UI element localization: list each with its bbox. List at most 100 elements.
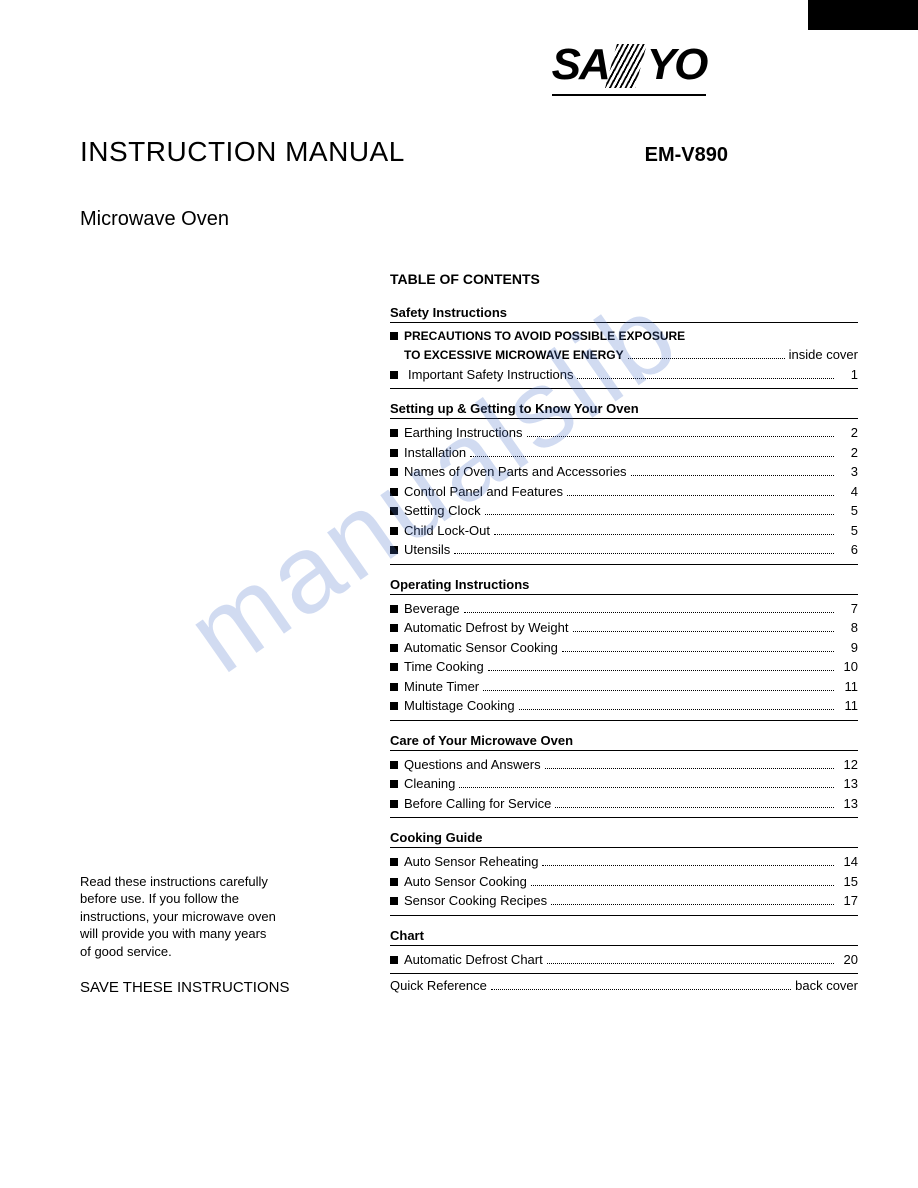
- toc-heading: TABLE OF CONTENTS: [390, 271, 858, 287]
- brand-text-2: YO: [647, 40, 707, 89]
- toc-entry-label: Beverage: [404, 599, 460, 619]
- leader-dots: [488, 670, 834, 671]
- toc-entry-page: 2: [838, 423, 858, 443]
- toc-entry: Control Panel and Features 4: [390, 482, 858, 502]
- toc-entry: Automatic Defrost Chart20: [390, 950, 858, 970]
- leader-dots: [491, 989, 791, 990]
- toc-entry: Time Cooking10: [390, 657, 858, 677]
- header-row: INSTRUCTION MANUAL EM-V890: [80, 136, 858, 168]
- toc-entry-page: 10: [838, 657, 858, 677]
- toc-entry-page: inside cover: [789, 345, 858, 365]
- toc-entry: Cleaning13: [390, 774, 858, 794]
- toc-entry: Before Calling for Service13: [390, 794, 858, 814]
- square-bullet-icon: [390, 956, 398, 964]
- toc-entry-label: Automatic Defrost by Weight: [404, 618, 569, 638]
- leader-dots: [551, 904, 834, 905]
- leader-dots: [573, 631, 835, 632]
- product-name: Microwave Oven: [80, 208, 858, 231]
- toc-column: TABLE OF CONTENTS Safety Instructions PRE…: [380, 251, 858, 996]
- toc-entry-label: Names of Oven Parts and Accessories: [404, 462, 627, 482]
- square-bullet-icon: [390, 488, 398, 496]
- leader-dots: [562, 651, 834, 652]
- toc-entry-label: Sensor Cooking Recipes: [404, 891, 547, 911]
- toc-entry-label: Utensils: [404, 540, 450, 560]
- toc-entry: Questions and Answers 12: [390, 755, 858, 775]
- toc-entry-label: PRECAUTIONS TO AVOID POSSIBLE EXPOSURE: [404, 327, 685, 345]
- square-bullet-icon: [390, 624, 398, 632]
- leader-dots: [567, 495, 834, 496]
- toc-entry-page: back cover: [795, 976, 858, 996]
- square-bullet-icon: [390, 897, 398, 905]
- leader-dots: [527, 436, 834, 437]
- toc-entry-page: 13: [838, 794, 858, 814]
- toc-entry-page: 12: [838, 755, 858, 775]
- leader-dots: [547, 963, 834, 964]
- toc-entry-label: Child Lock-Out: [404, 521, 490, 541]
- section-rule: [390, 562, 858, 565]
- leader-dots: [555, 807, 834, 808]
- section-rule: [390, 386, 858, 389]
- toc-entry: Auto Sensor Reheating 14: [390, 852, 858, 872]
- toc-entry: Beverage7: [390, 599, 858, 619]
- toc-entry-label: Installation: [404, 443, 466, 463]
- toc-entry-label: TO EXCESSIVE MICROWAVE ENERGY: [404, 346, 624, 364]
- toc-entry: Minute Timer11: [390, 677, 858, 697]
- toc-entry-page: 20: [838, 950, 858, 970]
- toc-section-heading: Setting up & Getting to Know Your Oven: [390, 401, 858, 419]
- leader-dots: [483, 690, 834, 691]
- toc-section-heading: Chart: [390, 928, 858, 946]
- toc-entry-page: 5: [838, 501, 858, 521]
- square-bullet-icon: [390, 702, 398, 710]
- toc-entry-page: 14: [838, 852, 858, 872]
- toc-entry-page: 1: [838, 365, 858, 385]
- leader-dots: [485, 514, 834, 515]
- model-number: EM-V890: [645, 144, 728, 167]
- toc-entry-label: Cleaning: [404, 774, 455, 794]
- leader-dots: [494, 534, 834, 535]
- leader-dots: [470, 456, 834, 457]
- toc-entry-page: 6: [838, 540, 858, 560]
- toc-entry-page: 3: [838, 462, 858, 482]
- toc-entry-label: Minute Timer: [404, 677, 479, 697]
- leader-dots: [531, 885, 834, 886]
- leader-dots: [542, 865, 834, 866]
- toc-entry-label: Questions and Answers: [404, 755, 541, 775]
- brand-text-1: SA: [552, 40, 609, 89]
- save-instructions: SAVE THESE INSTRUCTIONS: [80, 979, 380, 996]
- square-bullet-icon: [390, 663, 398, 671]
- square-bullet-icon: [390, 468, 398, 476]
- toc-entry-label: Auto Sensor Reheating: [404, 852, 538, 872]
- section-rule: [390, 815, 858, 818]
- toc-entry-page: 4: [838, 482, 858, 502]
- left-column: Read these instructions carefully before…: [80, 251, 380, 996]
- leader-dots: [519, 709, 834, 710]
- page: manualslib SAYO INSTRUCTION MANUAL EM-V8…: [0, 0, 918, 1036]
- toc-entry-label: Control Panel and Features: [404, 482, 563, 502]
- toc-entry: Multistage Cooking11: [390, 696, 858, 716]
- section-rule: [390, 971, 858, 974]
- square-bullet-icon: [390, 332, 398, 340]
- toc-entry-label: Automatic Sensor Cooking: [404, 638, 558, 658]
- toc-section-heading: Care of Your Microwave Oven: [390, 733, 858, 751]
- square-bullet-icon: [390, 780, 398, 788]
- square-bullet-icon: [390, 449, 398, 457]
- square-bullet-icon: [390, 507, 398, 515]
- toc-entry-label: Setting Clock: [404, 501, 481, 521]
- square-bullet-icon: [390, 858, 398, 866]
- toc-entry-page: 17: [838, 891, 858, 911]
- toc-entry-label: Earthing Instructions: [404, 423, 523, 443]
- toc-entry: Child Lock-Out 5: [390, 521, 858, 541]
- toc-entry-page: 5: [838, 521, 858, 541]
- toc-section-heading: Safety Instructions: [390, 305, 858, 323]
- toc-entry: Installation2: [390, 443, 858, 463]
- toc-entry: Automatic Defrost by Weight 8: [390, 618, 858, 638]
- toc-entry-label: Important Safety Instructions: [408, 365, 573, 385]
- toc-entry: Important Safety Instructions 1: [390, 365, 858, 385]
- toc-entry-page: 8: [838, 618, 858, 638]
- toc-entry: Automatic Sensor Cooking9: [390, 638, 858, 658]
- square-bullet-icon: [390, 605, 398, 613]
- leader-dots: [454, 553, 834, 554]
- toc-entry: Utensils 6: [390, 540, 858, 560]
- square-bullet-icon: [390, 683, 398, 691]
- toc-entry: Setting Clock 5: [390, 501, 858, 521]
